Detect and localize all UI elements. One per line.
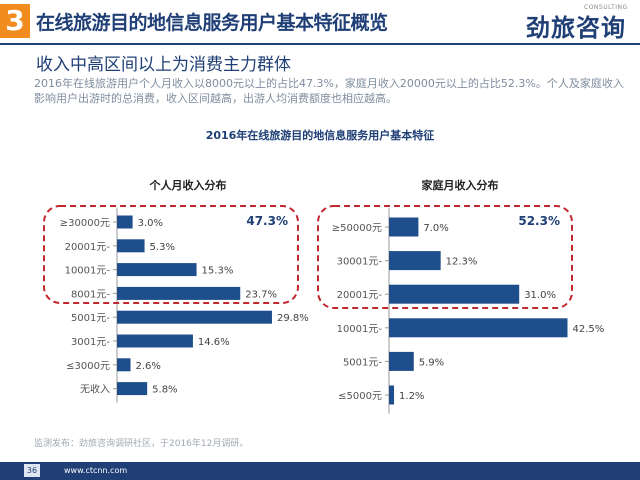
page-number: 36: [24, 464, 40, 477]
category-label-1-2: 20001元-: [65, 242, 111, 253]
highlight-total-1: 47.3%: [246, 214, 288, 228]
summary-paragraph: 2016年在线旅游用户个人月收入以8000元以上的占比47.3%，家庭月收入20…: [34, 77, 624, 105]
header-divider: [0, 43, 640, 45]
bar-2-5: [389, 351, 414, 371]
category-label-1-8: 无收入: [80, 383, 110, 396]
brand-logo: CONSULTING 劲旅咨询: [526, 2, 638, 46]
chart-1-title: 个人月收入分布: [149, 178, 227, 192]
category-label-2-4: 10001元-: [337, 324, 383, 335]
value-label-2-5: 5.9%: [419, 357, 444, 368]
value-label-1-8: 5.8%: [152, 385, 177, 396]
bar-2-1: [389, 217, 419, 237]
category-label-2-1: ≥50000元: [332, 223, 382, 234]
logo-subtitle: CONSULTING: [584, 4, 628, 11]
highlight-box-1: [43, 205, 299, 304]
bar-1-3: [117, 263, 197, 277]
category-label-1-6: 3001元-: [71, 337, 110, 348]
source-footnote: 监测发布：劲旅咨询调研社区，于2016年12月调研。: [34, 439, 249, 449]
bar-1-7: [117, 358, 131, 372]
value-label-1-2: 5.3%: [150, 242, 175, 253]
bar-2-2: [389, 251, 441, 271]
highlight-total-2: 52.3%: [518, 214, 560, 228]
chart-title: 2016年在线旅游目的地信息服务用户基本特征: [205, 129, 435, 142]
footer-bar: [0, 462, 640, 480]
category-label-1-7: ≤3000元: [66, 361, 110, 372]
value-label-2-4: 42.5%: [573, 324, 605, 335]
bar-1-4: [117, 286, 241, 300]
bar-1-1: [117, 215, 133, 229]
section-subheading: 收入中高区间以上为消费主力群体: [36, 55, 291, 75]
bar-1-8: [117, 382, 148, 396]
value-label-1-3: 15.3%: [202, 266, 234, 277]
value-label-1-7: 2.6%: [136, 361, 161, 372]
bar-2-4: [389, 318, 568, 338]
category-label-1-5: 5001元-: [71, 313, 110, 324]
category-label-2-2: 30001元-: [337, 257, 383, 268]
logo-text: 劲旅咨询: [526, 14, 626, 42]
category-label-2-3: 20001元-: [337, 290, 383, 301]
value-label-1-1: 3.0%: [138, 218, 163, 229]
value-label-2-2: 12.3%: [446, 257, 478, 268]
value-label-2-3: 31.0%: [524, 290, 556, 301]
highlight-box-2: [317, 205, 573, 309]
footer-url[interactable]: www.ctcnn.com: [64, 466, 128, 475]
page-title: 在线旅游目的地信息服务用户基本特征概览: [36, 12, 388, 34]
section-number: 3: [0, 4, 30, 38]
value-label-1-6: 14.6%: [198, 337, 230, 348]
category-label-1-4: 8001元-: [71, 289, 110, 300]
category-label-2-5: 5001元-: [343, 357, 382, 368]
category-label-1-1: ≥30000元: [60, 218, 110, 229]
value-label-2-6: 1.2%: [399, 391, 424, 402]
bar-1-6: [117, 334, 193, 348]
bar-2-3: [389, 284, 520, 304]
value-label-1-4: 23.7%: [245, 289, 277, 300]
bar-1-2: [117, 239, 145, 253]
bar-1-5: [117, 310, 272, 324]
value-label-2-1: 7.0%: [423, 223, 448, 234]
category-label-1-3: 10001元-: [65, 266, 111, 277]
chart-2-title: 家庭月收入分布: [422, 178, 499, 192]
bar-2-6: [389, 385, 395, 405]
category-label-2-6: ≤5000元: [338, 391, 382, 402]
value-label-1-5: 29.8%: [277, 313, 309, 324]
